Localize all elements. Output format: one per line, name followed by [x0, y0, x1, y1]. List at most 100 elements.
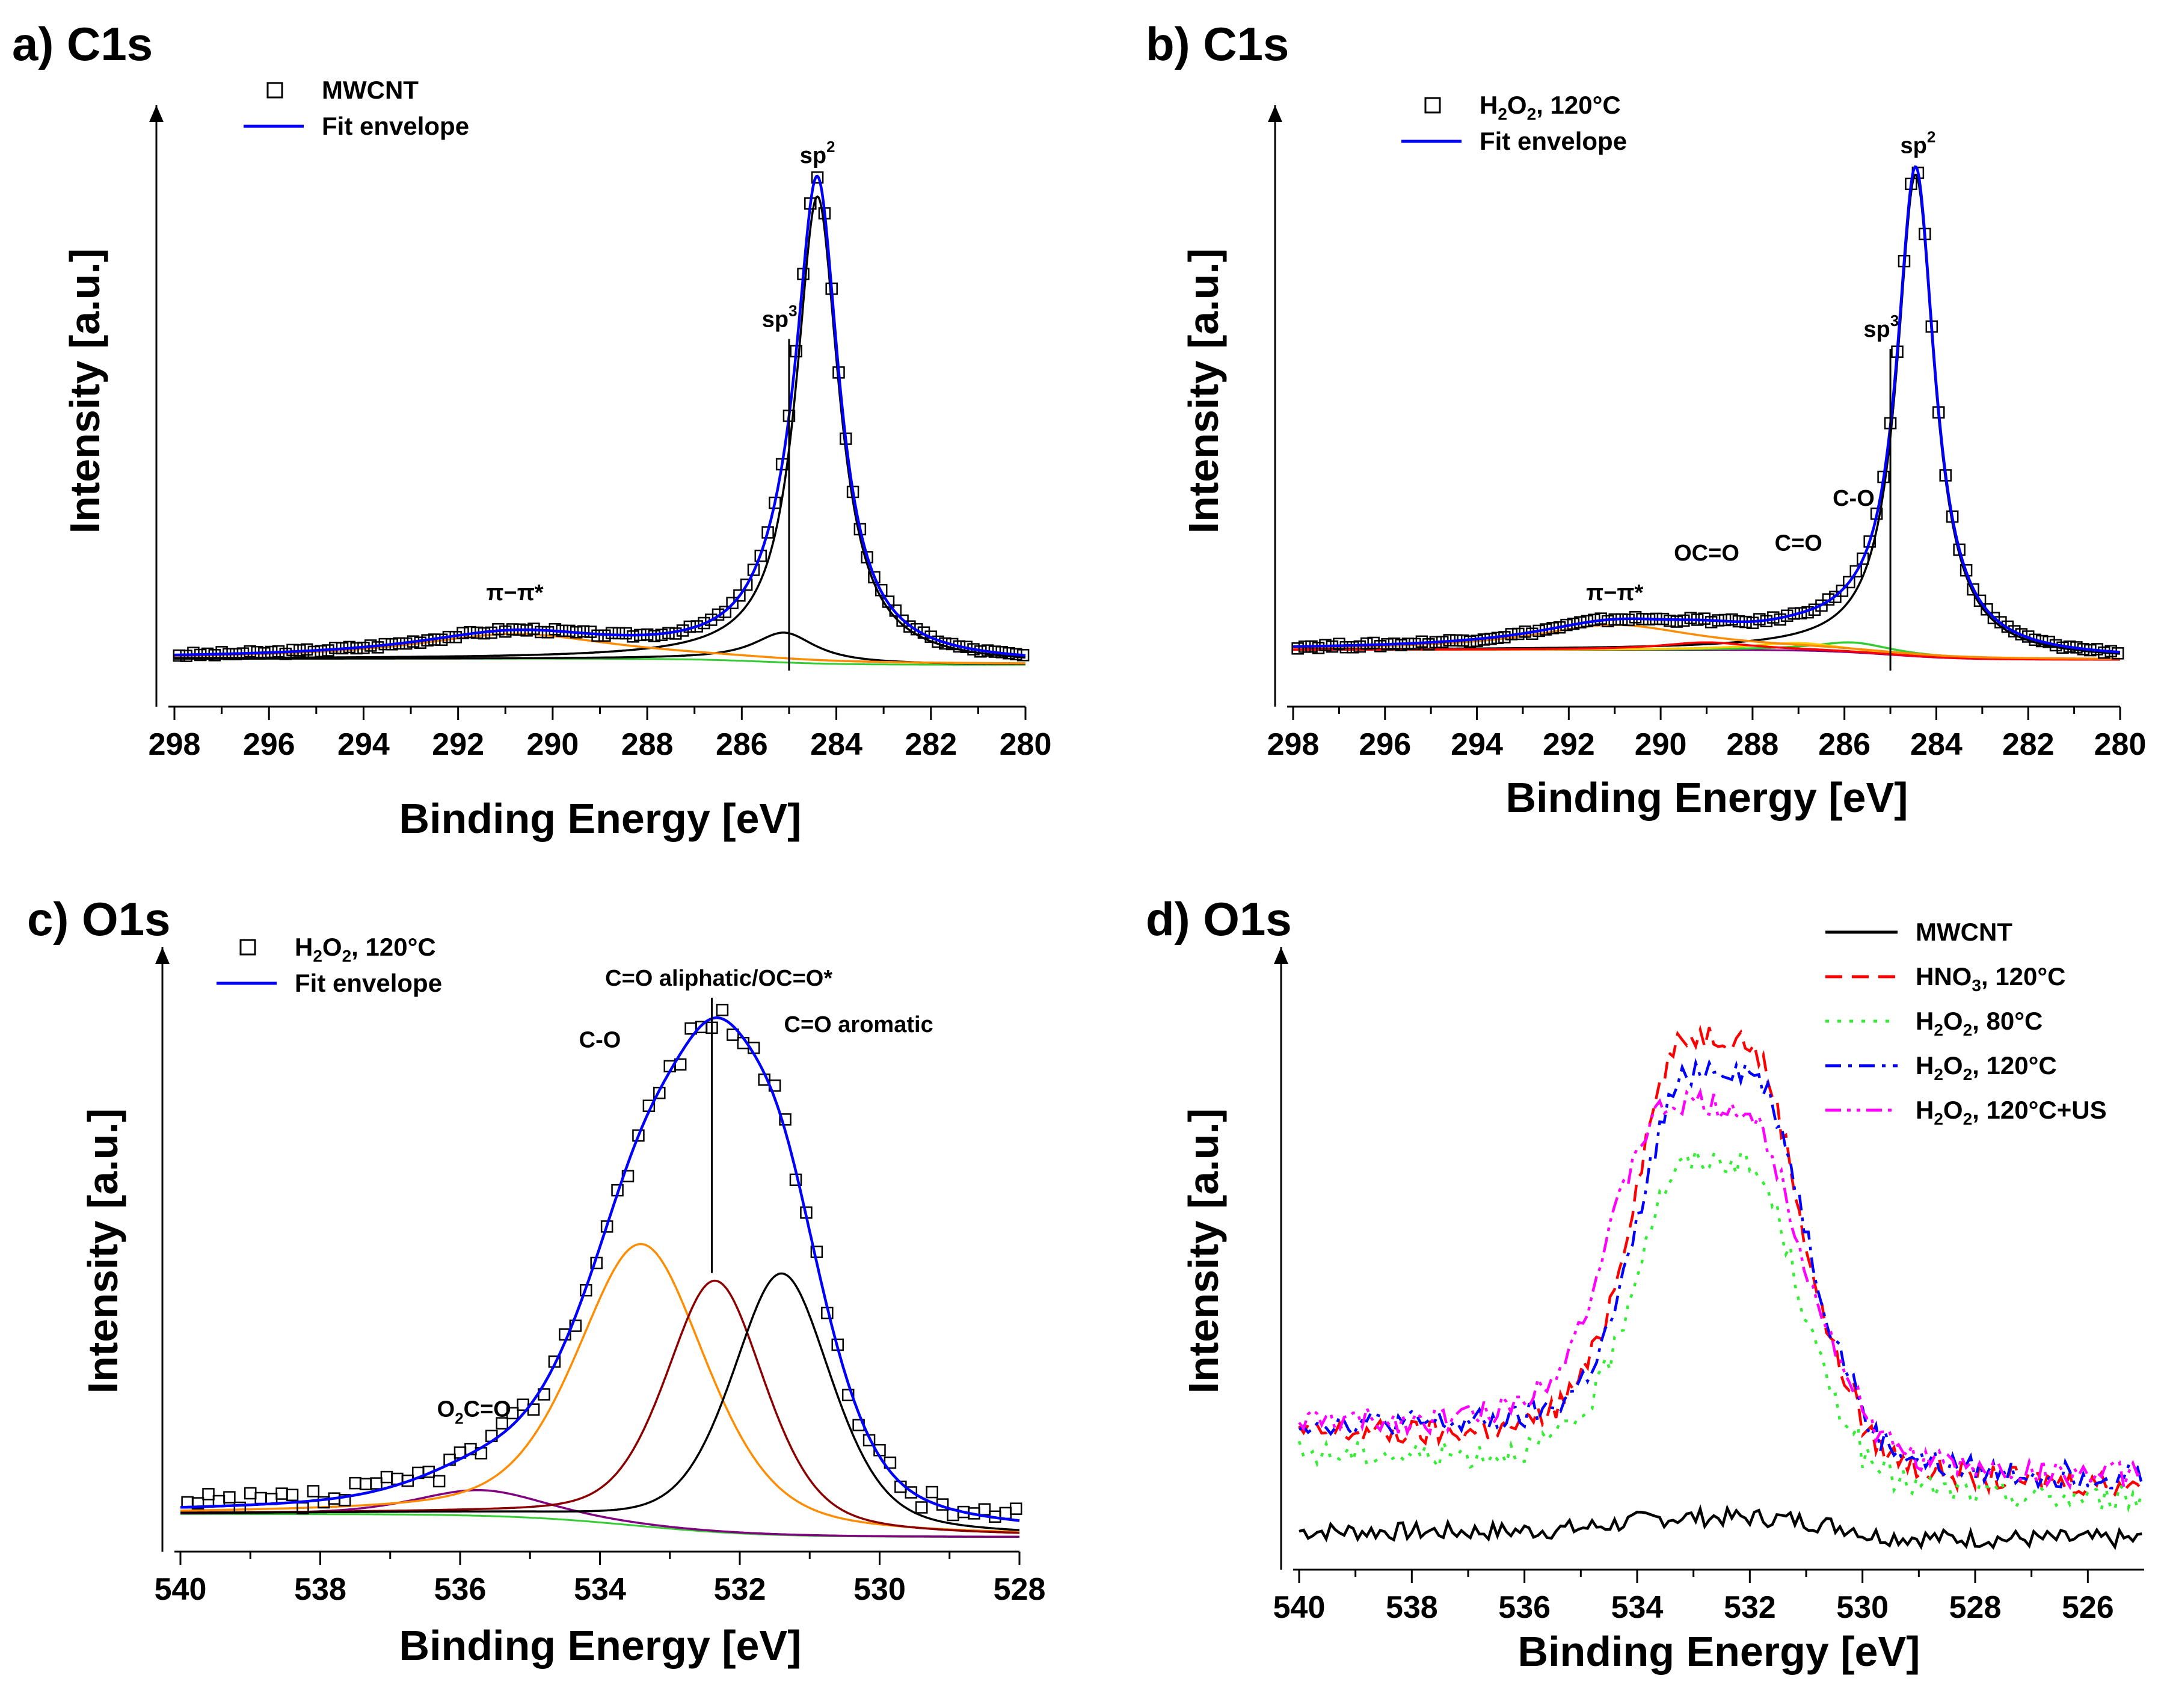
panel-a-fit-envelope: [174, 174, 1026, 657]
panel-c-data-point: [905, 1486, 918, 1499]
panel-c-legend-entry: H2O2, 120°C: [295, 933, 436, 965]
panel-c-data-point: [432, 1475, 446, 1488]
panel-a-data-point: [719, 606, 732, 618]
panel-b-data-point: [1967, 583, 1979, 596]
panel-c-annotation: C=O aromatic: [784, 1012, 933, 1037]
panel-d-xtick-label: 532: [1724, 1590, 1776, 1625]
panel-a-data-point: [882, 595, 895, 608]
panel-a-label: a) C1s: [12, 17, 153, 70]
panel-c-data-point: [244, 1487, 257, 1500]
panel-a-xtick-label: 282: [905, 727, 957, 762]
panel-b-xlabel: Binding Energy [eV]: [1506, 774, 1908, 821]
panel-c-plot: 540 538 536 534 532 530 528 C=O aliphatic/OC=O*…: [155, 933, 1046, 1607]
panel-a-data-point: [648, 630, 661, 642]
panel-d-xtick-label: 526: [2062, 1590, 2114, 1625]
panel-b-data-point: [1836, 585, 1849, 597]
panel-c-data-point: [202, 1488, 215, 1501]
panel-b-data-point: [1863, 535, 1876, 548]
panel-a-legend-entry: Fit envelope: [322, 112, 469, 140]
panel-a-component-sp2: [174, 195, 1026, 659]
panel-c-data-point: [254, 1491, 267, 1505]
panel-a-data-point: [726, 597, 739, 609]
panel-b-data-point: [1849, 565, 1863, 578]
panel-c-legend-entry: Fit envelope: [295, 969, 442, 997]
panel-b-xtick-label: 282: [2002, 727, 2055, 762]
panel-c-annotation: C-O: [579, 1027, 621, 1052]
panel-b-data-point: [1312, 642, 1325, 654]
panel-a-data-point: [549, 622, 562, 636]
panel-b-annotation: OC=O: [1674, 541, 1739, 566]
panel-d-series-line: [1298, 1087, 2143, 1490]
panel-a-data-point: [619, 627, 632, 640]
panel-a-xtick-label: 296: [243, 727, 295, 762]
panel-d-series-line: [1297, 1144, 2144, 1513]
panel-c-xtick-label: 532: [714, 1572, 766, 1607]
panel-c-component-c-o-aliphatic-oc-o-: [180, 1279, 1019, 1534]
panel-a-data-point: [244, 645, 257, 658]
panel-b-fit-envelope: [1293, 165, 2121, 654]
panel-b-data-point: [2111, 647, 2124, 660]
panel-d-xtick-label: 540: [1273, 1590, 1326, 1625]
panel-a-xtick-label: 284: [810, 727, 862, 762]
panel-b-xtick-label: 294: [1451, 727, 1503, 762]
panel-d-xtick-label: 536: [1498, 1590, 1551, 1625]
panel-b-data-point: [1856, 552, 1869, 565]
panel-c-data-point: [716, 1004, 729, 1016]
panel-c-data-point: [338, 1494, 351, 1507]
panel-b-data-point: [1422, 638, 1435, 651]
panel-a-plot: 298 296 294 292 290 288 286 284 282 280 sp2 sp3 π−π*…: [149, 76, 1052, 762]
panel-a-data-point: [215, 646, 228, 659]
panel-a-xtick-label: 294: [337, 727, 390, 762]
panel-c-data-point: [1009, 1502, 1022, 1515]
panel-c-data-point: [506, 1407, 519, 1420]
panel-a-data-point: [712, 608, 725, 621]
panel-b-data-point: [1960, 564, 1973, 577]
panel-b-annotation: sp3: [1863, 312, 1899, 342]
panel-a-data-point: [740, 579, 753, 591]
panel-c-data-point: [286, 1488, 299, 1502]
panel-b-xtick-label: 298: [1267, 727, 1320, 762]
panel-d-legend-entry: H2O2, 120°C+US: [1916, 1096, 2107, 1128]
panel-c-xtick-label: 534: [574, 1572, 626, 1607]
panel-d-xtick-label: 528: [1949, 1590, 2002, 1625]
panel-c-annotation: O2C=O: [437, 1396, 511, 1427]
panel-a-data-point: [279, 647, 292, 660]
panel-a-data-point: [534, 625, 547, 639]
panel-b-data-point: [2001, 620, 2014, 633]
panel-b-y-arrow: [1268, 105, 1282, 122]
panel-c-xtick-label: 530: [853, 1572, 906, 1607]
panel-c-data-point: [349, 1476, 361, 1490]
panel-b-plot: 298 296 294 292 290 288 286 284 282 280 sp2 sp3 C-O C…: [1267, 91, 2147, 762]
panel-b-data-point: [1339, 640, 1353, 654]
panel-a-data-point: [875, 583, 888, 597]
panel-d-legend-entry: H2O2, 80°C: [1916, 1007, 2043, 1039]
panel-c-xlabel: Binding Energy [eV]: [399, 1622, 802, 1669]
panel-b-data-point: [1463, 635, 1477, 648]
panel-c-xtick-label: 536: [434, 1572, 487, 1607]
panel-d-label: d) O1s: [1146, 892, 1292, 945]
panel-b-xtick-label: 290: [1635, 727, 1687, 762]
panel-d-legend-entry: HNO3, 120°C: [1916, 962, 2065, 995]
panel-c-annotation: C=O aliphatic/OC=O*: [605, 966, 832, 991]
panel-b-legend-entry: H2O2, 120°C: [1480, 91, 1621, 123]
panel-a-data-point: [612, 627, 626, 640]
panel-a-data-point: [584, 625, 597, 638]
panel-b-component-sp2: [1293, 173, 2120, 655]
panel-b-data-point: [1973, 594, 1987, 607]
panel-d-xtick-label: 530: [1836, 1590, 1889, 1625]
panel-a-data-point: [577, 625, 590, 638]
panel-d-xlabel: Binding Energy [eV]: [1518, 1628, 1920, 1675]
panel-c-component-c-o-aromatic: [180, 1272, 1020, 1531]
panel-a-data-point: [605, 627, 618, 639]
panel-b-data-point: [1726, 613, 1738, 626]
panel-c-data-point: [380, 1470, 393, 1484]
panel-b-data-point: [2008, 625, 2021, 637]
panel-b-data-point: [1684, 612, 1697, 624]
panel-a-xtick-label: 298: [149, 727, 201, 762]
panel-d-ylabel: Intensity [a.u.]: [1180, 1108, 1227, 1393]
panel-b-data-point: [2029, 633, 2041, 647]
panel-a-xtick-label: 286: [716, 727, 768, 762]
panel-a-legend-swatch: [266, 82, 283, 99]
panel-a-xtick-label: 290: [527, 727, 579, 762]
